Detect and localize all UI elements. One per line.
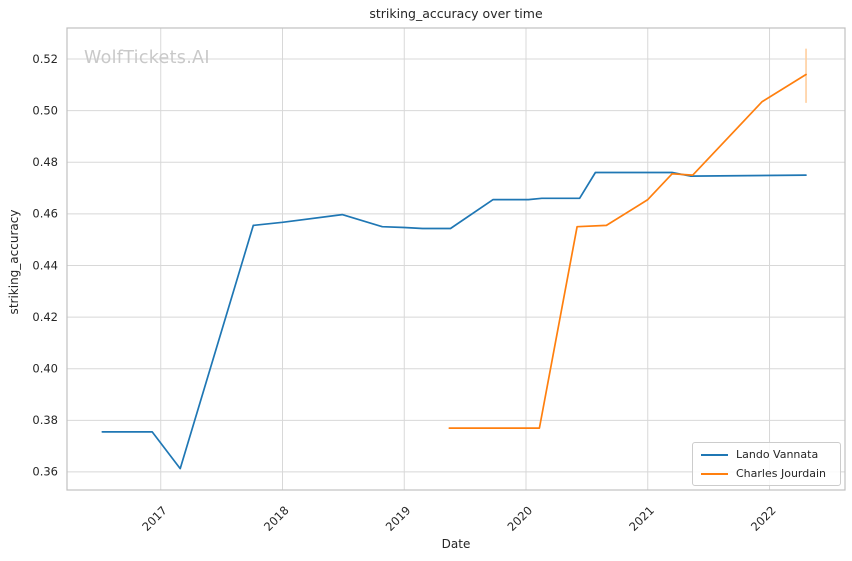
series-line-charles-jourdain (448, 73, 807, 429)
watermark: WolfTickets.AI (84, 48, 210, 68)
legend-item-lando-vannata: Lando Vannata (701, 448, 832, 461)
x-tick-label: 2020 (505, 503, 536, 534)
y-tick-label: 0.46 (32, 207, 58, 221)
chart-title: striking_accuracy over time (369, 6, 543, 21)
x-tick-label: 2022 (748, 503, 779, 534)
series-line-lando-vannata (101, 171, 807, 470)
y-tick-label: 0.42 (32, 310, 58, 324)
x-tick-label: 2018 (261, 503, 292, 534)
legend-label: Charles Jourdain (736, 467, 826, 480)
y-tick-label: 0.52 (32, 52, 58, 66)
y-tick-label: 0.36 (32, 465, 58, 479)
y-axis-label: striking_accuracy (7, 209, 21, 315)
y-tick-label: 0.38 (32, 413, 58, 427)
legend-item-charles-jourdain: Charles Jourdain (701, 467, 832, 480)
plot-border (66, 27, 846, 491)
legend-label: Lando Vannata (736, 448, 819, 461)
x-axis-label: Date (441, 537, 471, 551)
y-tick-label: 0.44 (32, 258, 58, 272)
legend-line-swatch-blue (701, 453, 728, 456)
y-tick-label: 0.48 (32, 155, 58, 169)
x-tick-label: 2021 (626, 503, 657, 534)
y-tick-label: 0.50 (32, 103, 58, 117)
x-tick-label: 2017 (139, 503, 170, 534)
x-tick-label: 2019 (383, 503, 414, 534)
y-tick-label: 0.40 (32, 361, 58, 375)
legend-line-swatch-orange (701, 472, 728, 475)
legend: Lando Vannata Charles Jourdain (692, 442, 841, 486)
